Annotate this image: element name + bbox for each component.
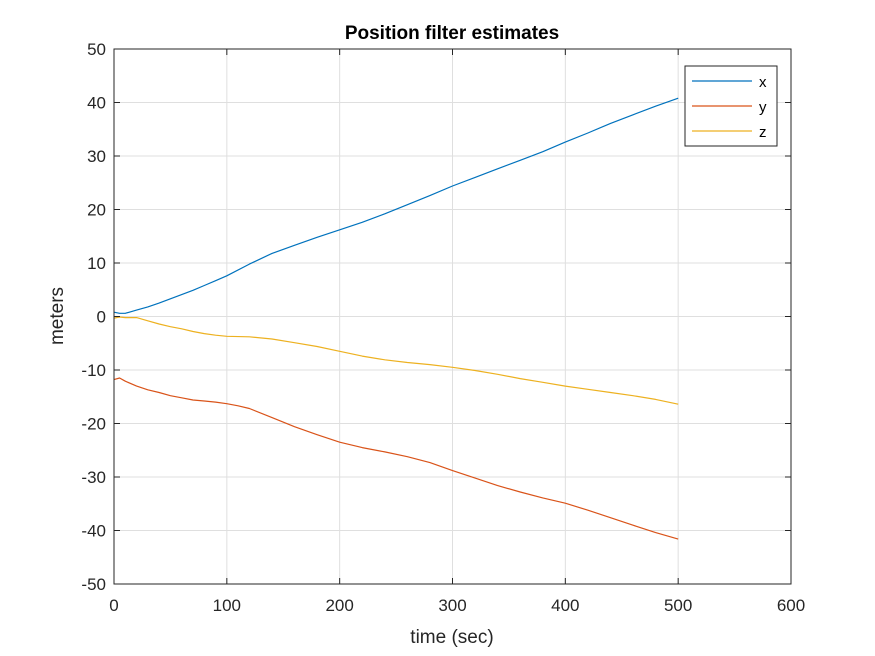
x-tick-label: 500 bbox=[664, 596, 692, 615]
y-tick-label: 40 bbox=[87, 94, 106, 113]
legend: xyz bbox=[684, 65, 778, 147]
x-tick-labels: 0 100 200 300 400 500 600 bbox=[109, 596, 805, 615]
series-line-y bbox=[113, 377, 679, 540]
y-tick-label: -40 bbox=[81, 522, 106, 541]
legend-label-z: z bbox=[759, 124, 767, 141]
x-tick-label: 600 bbox=[777, 596, 805, 615]
chart-title: Position filter estimates bbox=[345, 23, 559, 44]
series-line-z bbox=[113, 316, 679, 405]
axis-ticks bbox=[113, 48, 792, 585]
legend-label-y: y bbox=[759, 99, 767, 116]
x-tick-label: 0 bbox=[109, 596, 118, 615]
y-tick-label: -20 bbox=[81, 415, 106, 434]
y-axis-label: meters bbox=[47, 287, 68, 345]
y-tick-label: 20 bbox=[87, 201, 106, 220]
x-axis-label: time (sec) bbox=[410, 627, 493, 648]
x-tick-label: 400 bbox=[551, 596, 579, 615]
series-lines bbox=[113, 97, 679, 540]
x-tick-label: 300 bbox=[438, 596, 466, 615]
y-tick-label: 0 bbox=[97, 308, 106, 327]
y-tick-label: -50 bbox=[81, 575, 106, 594]
series-line-x bbox=[113, 97, 679, 314]
y-tick-label: -30 bbox=[81, 468, 106, 487]
x-tick-label: 200 bbox=[325, 596, 353, 615]
y-tick-label: 30 bbox=[87, 147, 106, 166]
legend-label-x: x bbox=[759, 74, 767, 91]
y-tick-label: 50 bbox=[87, 40, 106, 59]
y-tick-labels: 50 40 30 20 10 0 -10 -20 -30 -40 -50 bbox=[81, 40, 106, 594]
y-tick-label: -10 bbox=[81, 361, 106, 380]
x-tick-label: 100 bbox=[213, 596, 241, 615]
y-tick-label: 10 bbox=[87, 254, 106, 273]
